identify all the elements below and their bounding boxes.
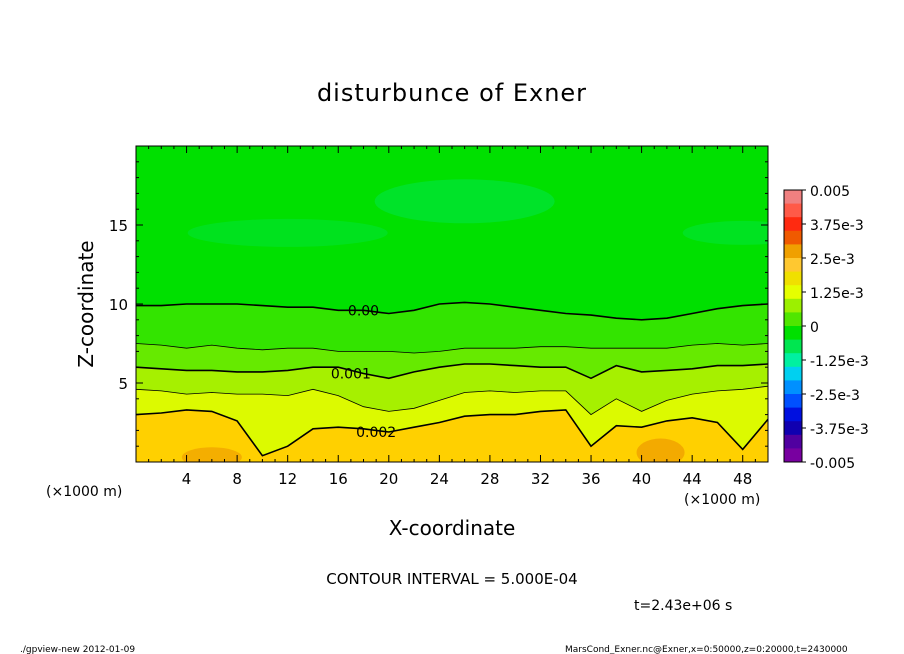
x-tick-label: 24 xyxy=(430,470,449,488)
colorbar-label: 2.5e-3 xyxy=(810,252,855,268)
time-label: t=2.43e+06 s xyxy=(634,598,732,614)
colorbar-swatch xyxy=(784,203,802,218)
x-tick-label: 36 xyxy=(581,470,600,488)
contour-lines xyxy=(136,301,768,457)
colorbar-swatch xyxy=(784,217,802,232)
colorbar-swatch xyxy=(784,366,802,381)
plot-area xyxy=(136,146,768,462)
x-tick-label: 8 xyxy=(232,470,242,488)
contour-line-3 xyxy=(136,385,768,416)
y-axis-label: Z-coordinate xyxy=(74,240,98,367)
colorbar-swatch xyxy=(784,285,802,300)
contour-line-4 xyxy=(136,409,768,457)
band-4 xyxy=(136,386,768,456)
patch-lower-right xyxy=(636,438,685,462)
colorbar-swatch xyxy=(784,394,802,409)
contour-line-0 xyxy=(136,301,768,321)
colorbar-swatch xyxy=(784,258,802,273)
colorbar-label: 3.75e-3 xyxy=(810,218,864,234)
colorbar-swatch xyxy=(784,421,802,436)
color-bands xyxy=(136,146,768,462)
colorbar-label: -3.75e-3 xyxy=(810,422,869,438)
colorbar-swatch xyxy=(784,448,802,463)
colorbar-label: -1.25e-3 xyxy=(810,354,869,370)
x-axis-ticks: 4 8 12 16 20 24 28 32 36 40 44 48 xyxy=(148,146,756,488)
colorbar-swatch xyxy=(784,326,802,341)
colorbar-swatch xyxy=(784,380,802,395)
colorbar-swatch xyxy=(784,190,802,205)
contour-line-2 xyxy=(136,363,768,380)
colorbar-label: 0 xyxy=(810,320,819,336)
band-5 xyxy=(136,409,768,462)
x-tick-label: 44 xyxy=(683,470,702,488)
patch-upper-left xyxy=(187,218,388,247)
x-unit-label-right: (×1000 m) xyxy=(684,492,760,508)
colorbar-swatch xyxy=(784,244,802,259)
patch-upper-right xyxy=(682,220,768,245)
colorbar-labels: 0.005 3.75e-3 2.5e-3 1.25e-3 0 -1.25e-3 -2.5e-… xyxy=(802,184,869,472)
source-label: MarsCond_Exner.nc@Exner,x=0:50000,z=0:20… xyxy=(565,645,848,654)
contour-label-0: 0.00 xyxy=(348,303,379,319)
colorbar-label: -0.005 xyxy=(810,456,855,472)
y-tick-label: 5 xyxy=(118,375,128,393)
contour-line-1 xyxy=(136,343,768,354)
colorbar xyxy=(783,189,803,463)
band-3 xyxy=(136,364,768,415)
x-tick-label: 20 xyxy=(379,470,398,488)
contour-interval-text: CONTOUR INTERVAL = 5.000E-04 xyxy=(326,570,577,588)
x-tick-label: 28 xyxy=(480,470,499,488)
colorbar-label: 1.25e-3 xyxy=(810,286,864,302)
colorbar-swatch xyxy=(784,230,802,245)
colorbar-label: 0.005 xyxy=(810,184,850,200)
x-tick-label: 48 xyxy=(733,470,752,488)
colorbar-swatch xyxy=(784,339,802,354)
contour-label-2: 0.001 xyxy=(331,367,371,383)
contour-label-4: 0.002 xyxy=(356,425,396,441)
x-unit-label-left: (×1000 m) xyxy=(46,484,122,500)
x-tick-label: 4 xyxy=(182,470,192,488)
x-tick-label: 32 xyxy=(531,470,550,488)
x-tick-label: 40 xyxy=(632,470,651,488)
colorbar-swatch xyxy=(784,434,802,449)
colorbar-swatch xyxy=(784,407,802,422)
y-axis-ticks: 5 10 15 xyxy=(109,161,768,447)
colorbar-swatch xyxy=(784,271,802,286)
y-tick-label: 15 xyxy=(109,217,128,235)
colorbar-swatch xyxy=(784,353,802,368)
y-tick-label: 10 xyxy=(109,296,128,314)
x-tick-label: 12 xyxy=(278,470,297,488)
chart-title: disturbunce of Exner xyxy=(317,79,587,107)
patch-lower-left xyxy=(181,447,242,462)
program-label: ./gpview-new 2012-01-09 xyxy=(20,645,135,654)
band-1 xyxy=(136,302,768,353)
colorbar-swatch xyxy=(784,312,802,327)
band-0 xyxy=(136,146,768,320)
contour-labels: 0.00 0.001 0.002 xyxy=(331,303,396,441)
colorbar-label: -2.5e-3 xyxy=(810,388,860,404)
patch-upper-center xyxy=(374,179,555,224)
colorbar-swatch xyxy=(784,298,802,313)
x-axis-label: X-coordinate xyxy=(389,516,516,540)
x-tick-label: 16 xyxy=(329,470,348,488)
